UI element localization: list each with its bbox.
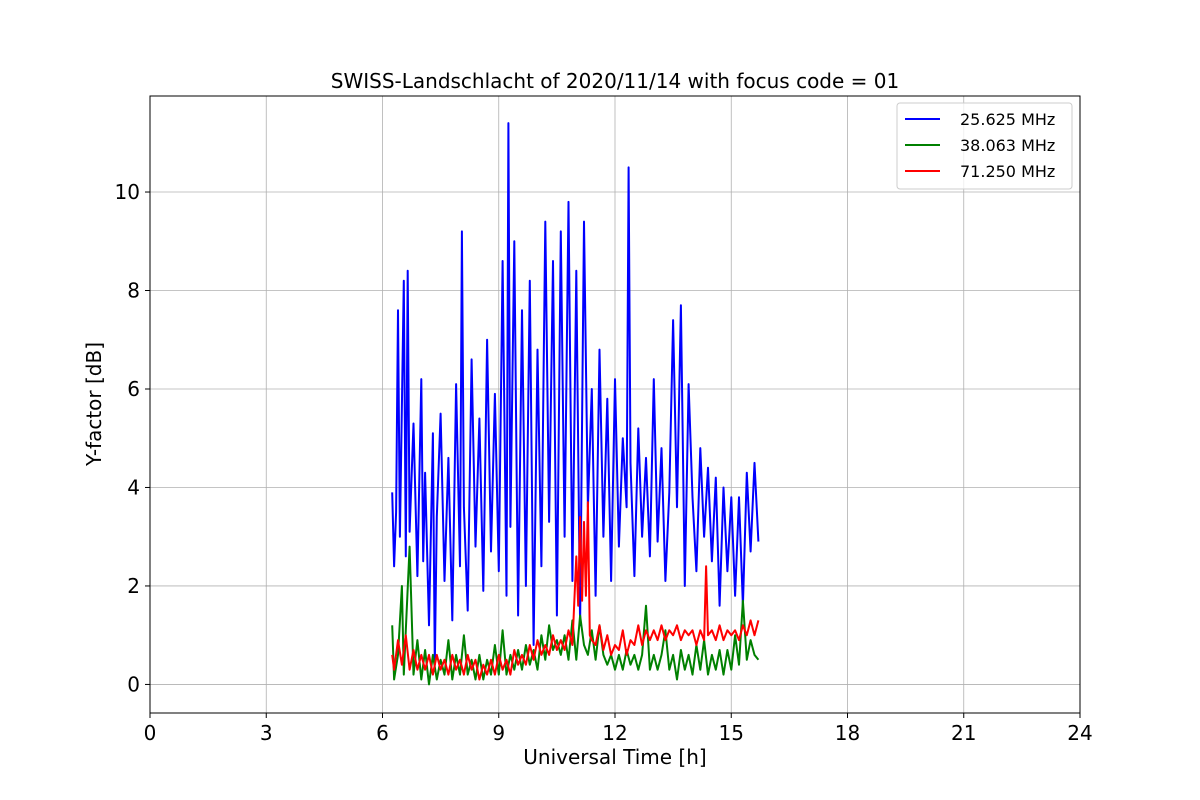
x-tick-label: 6 xyxy=(376,721,389,745)
chart-title: SWISS-Landschlacht of 2020/11/14 with fo… xyxy=(331,69,899,93)
y-tick-label: 2 xyxy=(127,574,140,598)
legend: 25.625 MHz 38.063 MHz 71.250 MHz xyxy=(896,102,1073,190)
x-tick-label: 9 xyxy=(492,721,505,745)
x-tick-label: 0 xyxy=(144,721,157,745)
x-tick-label: 24 xyxy=(1067,721,1092,745)
y-tick-label: 10 xyxy=(115,180,140,204)
y-tick-label: 0 xyxy=(127,672,140,696)
x-tick-label: 12 xyxy=(602,721,627,745)
legend-frame xyxy=(896,102,1073,190)
x-tick-label: 18 xyxy=(835,721,860,745)
y-tick-label: 6 xyxy=(127,377,140,401)
series-lines xyxy=(391,122,760,686)
y-axis: 0 2 4 6 8 10 xyxy=(115,180,150,696)
x-axis: 0 3 6 9 12 15 18 21 24 xyxy=(144,713,1093,745)
y-axis-label: Y-factor [dB] xyxy=(82,342,106,467)
x-axis-label: Universal Time [h] xyxy=(523,745,706,769)
series-line-0 xyxy=(391,122,760,666)
legend-label-2: 71.250 MHz xyxy=(960,162,1055,181)
x-tick-label: 21 xyxy=(951,721,976,745)
y-tick-label: 8 xyxy=(127,279,140,303)
legend-label-0: 25.625 MHz xyxy=(960,110,1055,129)
y-tick-label: 4 xyxy=(127,475,140,499)
series-line-2 xyxy=(391,501,760,681)
x-tick-label: 15 xyxy=(719,721,744,745)
x-tick-label: 3 xyxy=(260,721,273,745)
legend-label-1: 38.063 MHz xyxy=(960,136,1055,155)
